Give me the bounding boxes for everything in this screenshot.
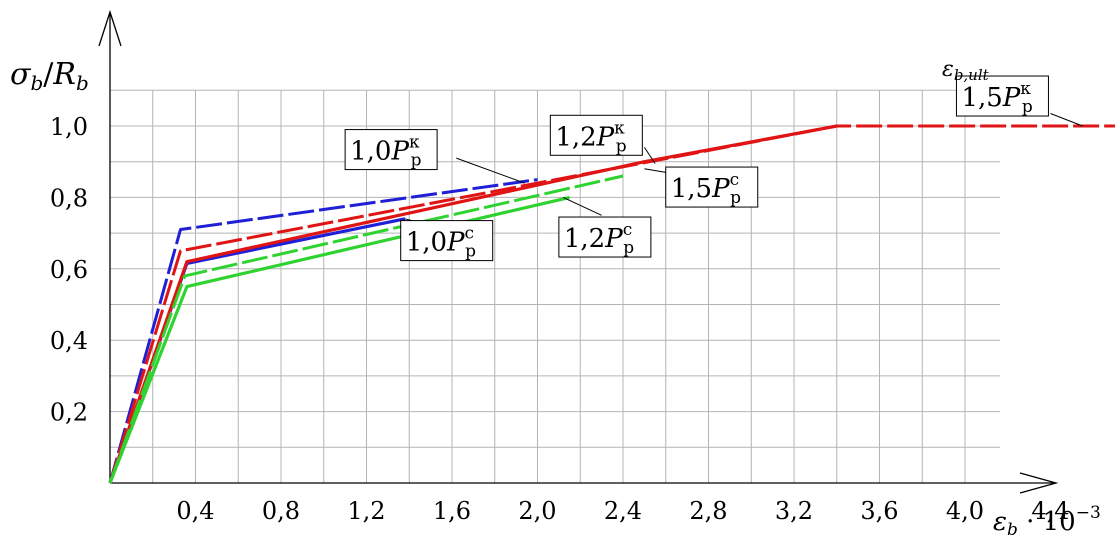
annotation-pointer bbox=[562, 196, 602, 216]
tick-labels: 0,40,81,21,62,02,42,83,23,64,04,44,80,20… bbox=[50, 113, 1070, 525]
annotation-sup: к bbox=[1020, 79, 1031, 99]
annotations: 1,0Pк р1,2Pк р1,5Pк р1,5Pс р1,2Pс р1,0Pс р bbox=[344, 75, 1083, 262]
annotation-symbol: P bbox=[711, 174, 730, 204]
x-tick-label: 3,6 bbox=[860, 497, 898, 525]
annotation-pointer bbox=[456, 157, 525, 184]
annotation-label: 1,5Pс р bbox=[671, 170, 741, 208]
y-label-sigma-sub: b bbox=[30, 71, 43, 95]
annotation-box bbox=[955, 75, 1049, 117]
annotation-sub: р bbox=[465, 242, 476, 262]
x-tick-label: 1,6 bbox=[433, 497, 471, 525]
annotation-box bbox=[665, 166, 759, 208]
annotation: 1,2Pк р bbox=[549, 114, 656, 164]
x-tick-label: 3,2 bbox=[775, 497, 813, 525]
y-tick-label: 1,0 bbox=[50, 113, 88, 141]
annotation-symbol: P bbox=[446, 228, 465, 258]
x-tick-label: 2,4 bbox=[604, 497, 642, 525]
series-line-green-dashed bbox=[108, 174, 624, 484]
annotation-symbol: P bbox=[596, 122, 615, 152]
x-axis-arrow bbox=[1019, 472, 1059, 494]
annotation-sup: к bbox=[614, 118, 625, 138]
y-tick-label: 0,6 bbox=[50, 256, 88, 284]
annotation-box bbox=[549, 114, 643, 156]
x-label-factor: · 10 bbox=[1018, 507, 1076, 537]
annotation: 1,0Pк р bbox=[344, 129, 525, 184]
y-label-sigma: σ bbox=[10, 57, 32, 92]
annotation-sub: р bbox=[411, 151, 422, 171]
annotation-sup: с bbox=[623, 220, 633, 240]
annotation-sub: р bbox=[623, 238, 634, 258]
annotation-box bbox=[558, 216, 652, 258]
annotation-sup: с bbox=[730, 170, 740, 190]
x-label-eps: ε bbox=[993, 507, 1007, 537]
annotation-coef: 1,0 bbox=[406, 228, 447, 258]
x-label-eps-sub: b bbox=[1007, 520, 1018, 539]
annotation-label: 1,2Pс р bbox=[564, 220, 634, 258]
annotation: 1,0Pс р bbox=[400, 218, 494, 262]
x-label-exp: −3 bbox=[1076, 503, 1101, 523]
annotation-symbol: P bbox=[390, 137, 409, 167]
y-axis-label: σb/Rb bbox=[10, 57, 89, 95]
x-tick-label: 2,8 bbox=[689, 497, 727, 525]
annotation-sup: к bbox=[409, 133, 420, 153]
annotation-pointer bbox=[644, 168, 666, 173]
annotation-sub: р bbox=[616, 136, 627, 156]
annotation-box bbox=[344, 129, 438, 171]
annotation: 1,5Pс р bbox=[644, 166, 759, 208]
annotation-pointer bbox=[643, 147, 656, 164]
annotation-sub: р bbox=[1022, 97, 1033, 117]
annotation-symbol: P bbox=[1002, 83, 1021, 113]
y-label-R: R bbox=[52, 57, 76, 92]
annotation-label: 1,2Pк р bbox=[555, 118, 626, 156]
x-tick-label: 4,0 bbox=[946, 497, 984, 525]
x-tick-label: 0,8 bbox=[262, 497, 300, 525]
ult-label-sub: b,ult bbox=[954, 66, 990, 84]
y-label-slash: / bbox=[43, 57, 54, 92]
annotation-sub: р bbox=[730, 188, 741, 208]
series-line-red-dashed bbox=[108, 124, 1115, 484]
annotation-sup: с bbox=[465, 224, 475, 244]
series-line-blue-dashed bbox=[108, 178, 538, 484]
annotation-coef: 1,5 bbox=[671, 174, 712, 204]
annotation-symbol: P bbox=[604, 224, 623, 254]
annotation-coef: 1,5 bbox=[961, 83, 1002, 113]
ult-label: εb,ult bbox=[942, 57, 990, 84]
annotation: 1,5Pк р bbox=[955, 75, 1083, 127]
x-tick-label: 1,2 bbox=[347, 497, 385, 525]
annotation-label: 1,5Pк р bbox=[961, 79, 1032, 117]
y-label-R-sub: b bbox=[76, 71, 89, 95]
annotation-label: 1,0Pк р bbox=[350, 133, 421, 171]
y-tick-label: 0,8 bbox=[50, 184, 88, 212]
y-tick-label: 0,4 bbox=[50, 327, 88, 355]
annotation: 1,2Pс р bbox=[558, 196, 652, 258]
annotation-label: 1,0Pс р bbox=[406, 224, 476, 262]
x-tick-label: 0,4 bbox=[176, 497, 214, 525]
axes bbox=[98, 9, 1059, 494]
annotation-pointer bbox=[1050, 113, 1083, 127]
annotation-coef: 1,2 bbox=[555, 122, 596, 152]
x-tick-label: 2,0 bbox=[518, 497, 556, 525]
x-axis-label: εb · 10−3 bbox=[993, 503, 1101, 539]
annotation-coef: 1,2 bbox=[564, 224, 605, 254]
annotation-coef: 1,0 bbox=[350, 137, 391, 167]
annotation-box bbox=[400, 220, 494, 262]
ult-label-eps: ε bbox=[942, 57, 954, 82]
y-tick-label: 0,2 bbox=[50, 399, 88, 427]
x-tick-label: 4,4 bbox=[1031, 497, 1069, 525]
y-axis-arrow bbox=[98, 9, 122, 47]
